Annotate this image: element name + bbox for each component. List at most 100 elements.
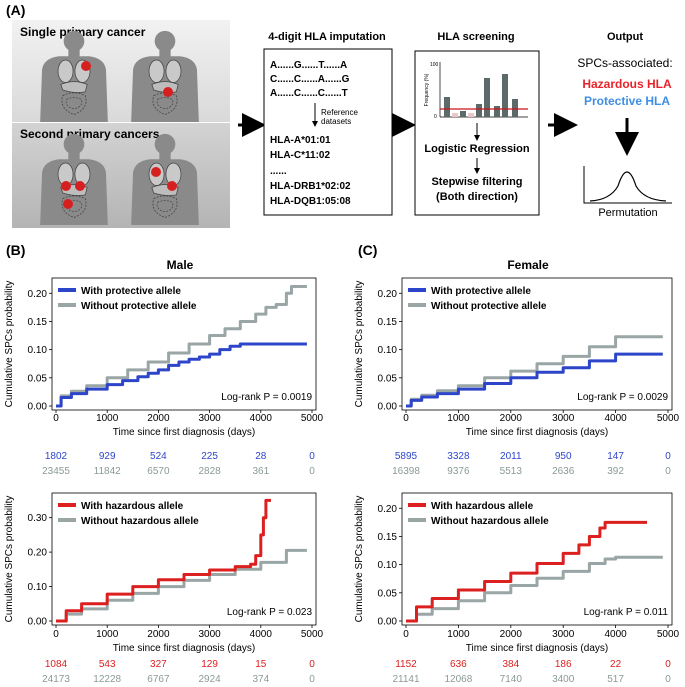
series-line-blue [56,342,307,408]
reference-label: Reference [321,108,358,117]
x-axis-label: Time since first diagnosis (days) [113,427,255,438]
x-tick-label: 0 [403,413,409,424]
log-rank-pvalue: Log-rank P = 0.0019 [221,392,312,403]
km-chart-female_hazardous: 0.00 0.05 0.10 0.15 0.20 0 1000 2000 3000 4000 500… [354,492,680,685]
seq-line: C......C......A......G [270,74,350,85]
frequency-mini-chart: Frequency (%) 100 0 [424,62,528,120]
risk-count-with: 543 [99,659,116,670]
risk-count-without: 0 [309,674,315,685]
risk-count-with: 0 [665,659,671,670]
risk-count-without: 392 [607,466,624,477]
risk-count-without: 24173 [42,674,70,685]
plot-frame [401,492,673,626]
freq-bar [512,99,518,117]
x-tick-label: 3000 [552,413,575,424]
risk-count-without: 9376 [447,466,470,477]
single-primary-box: Single primary cancer [12,20,230,122]
risk-count-with: 1084 [45,659,68,670]
tumor-marker [151,167,161,177]
legend-label: With protective allele [431,286,531,297]
freq-bar [444,97,450,117]
x-axis-label: Time since first diagnosis (days) [113,643,255,654]
allele-line: HLA-C*11:02 [270,150,330,161]
risk-count-without: 16398 [392,466,420,477]
allele-line: HLA-A*01:01 [270,135,331,146]
km-chart-male_protective: (B) Male 0.00 0.05 0.10 0.15 0.20 0 1000 2000 3000… [4,242,324,477]
km-chart-female_protective: (C) Female 0.00 0.05 0.10 0.15 0.20 0 1000 2000 30… [354,242,680,477]
legend-label: With protective allele [81,286,181,297]
tumor-marker [163,87,173,97]
series-line-red [56,498,271,623]
allele-line: ...... [270,166,287,177]
y-tick-label: 0.10 [28,582,48,593]
risk-count-without: 6767 [147,674,170,685]
direction-step: (Both direction) [436,191,518,203]
allele-line: HLA-DQB1:05:08 [270,196,351,207]
allele-line: HLA-DRB1*02:02 [270,181,351,192]
legend-label: With hazardous allele [81,501,184,512]
plot-frame [401,277,673,411]
perm-curve [589,171,667,202]
risk-count-without: 12068 [444,674,472,685]
x-tick-label: 5000 [301,629,324,640]
series-line-gray [406,555,663,623]
y-tick-label: 0.20 [28,548,48,559]
risk-count-with: 950 [555,451,572,462]
x-axis-label: Time since first diagnosis (days) [466,427,608,438]
freq-bar [460,111,466,117]
y-tick-label: 0.30 [28,513,48,524]
x-axis-label: Time since first diagnosis (days) [466,643,608,654]
legend-label: Without hazardous allele [431,516,549,527]
risk-count-with: 186 [555,659,572,670]
perm-axes [583,166,672,204]
y-tick-label: 0.00 [28,402,48,413]
y-tick-label: 0.15 [28,317,48,328]
risk-count-with: 3328 [447,451,470,462]
risk-count-without: 3400 [552,674,575,685]
risk-count-with: 28 [255,451,267,462]
y-tick-label: 0.00 [28,617,48,628]
permutation-label: Permutation [598,207,657,219]
x-tick-label: 1000 [96,629,119,640]
risk-count-without: 361 [252,466,269,477]
chart-title: Male [167,258,194,272]
log-rank-pvalue: Log-rank P = 0.0029 [577,392,668,403]
risk-count-with: 22 [610,659,622,670]
y-axis-label: Cumulative SPCs probability [354,496,365,623]
x-tick-label: 0 [403,629,409,640]
log-rank-pvalue: Log-rank P = 0.023 [227,607,313,618]
risk-count-without: 11842 [94,466,122,477]
x-tick-label: 0 [53,629,59,640]
panel-label: (B) [6,242,25,258]
freq-bar [468,113,474,117]
x-tick-label: 0 [53,413,59,424]
risk-count-with: 15 [255,659,267,670]
imputation-box [263,48,393,216]
risk-count-without: 2828 [198,466,221,477]
log-rank-pvalue: Log-rank P = 0.011 [584,607,669,618]
y-tick-label: 0.20 [28,289,48,300]
x-tick-label: 4000 [604,629,627,640]
y-tick-label: 0.00 [378,402,398,413]
x-tick-label: 5000 [301,413,324,424]
protective-hla-label: Protective HLA [584,94,670,108]
risk-count-with: 147 [607,451,624,462]
risk-count-without: 21141 [392,674,420,685]
risk-count-with: 5895 [395,451,418,462]
panel-a-label: (A) [6,2,25,18]
y-tick-label: 0.15 [378,317,398,328]
single-primary-title: Single primary cancer [20,25,146,39]
x-tick-label: 5000 [657,413,680,424]
x-tick-label: 3000 [198,629,221,640]
risk-count-with: 636 [450,659,467,670]
imputation-title: 4-digit HLA imputation [268,31,386,43]
series-line-red [406,520,647,623]
permutation-plot: Permutation [583,166,672,219]
y-axis-label: Cumulative SPCs probability [4,281,15,408]
y-tick-label: 0.00 [378,617,398,628]
risk-count-with: 929 [99,451,116,462]
x-tick-label: 5000 [657,629,680,640]
risk-count-without: 5513 [500,466,523,477]
risk-count-with: 327 [150,659,167,670]
screening-title: HLA screening [437,31,514,43]
